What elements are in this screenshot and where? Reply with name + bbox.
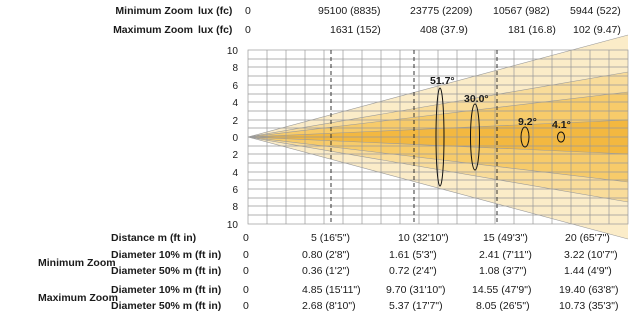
diam-min-50-v4: 1.44 (4'9") bbox=[564, 265, 612, 277]
angle-label-1: 30.0° bbox=[464, 93, 489, 105]
group-label-min: Minimum Zoom bbox=[38, 257, 116, 269]
angle-label-3: 4.1° bbox=[552, 119, 571, 131]
diam-max-10-v3: 14.55 (47'9") bbox=[472, 284, 532, 296]
lux-unit-max: lux (fc) bbox=[198, 24, 233, 36]
diam-max-10-label: Diameter 10% m (ft in) bbox=[111, 284, 222, 296]
distance-v1: 5 (16'5") bbox=[311, 232, 351, 244]
ellipse-9-2 bbox=[520, 126, 530, 148]
lux-max-v2: 408 (37.9) bbox=[420, 24, 468, 36]
diam-max-10-v4: 19.40 (63'8") bbox=[559, 284, 619, 296]
lux-min-v4: 5944 (522) bbox=[570, 5, 621, 17]
y-tick: 6 bbox=[232, 185, 238, 196]
diam-min-10-v1: 0.80 (2'8") bbox=[302, 249, 350, 261]
diam-max-50-v1: 2.68 (8'10") bbox=[302, 300, 356, 312]
angle-label-0: 51.7° bbox=[430, 75, 455, 87]
diam-min-50-label: Diameter 50% m (ft in) bbox=[111, 265, 222, 277]
y-axis: 10 8 6 4 2 0 2 4 6 8 10 bbox=[227, 46, 239, 231]
diam-max-10-v2: 9.70 (31'10") bbox=[386, 284, 446, 296]
y-tick: 10 bbox=[227, 46, 239, 57]
beam-edges bbox=[247, 34, 629, 240]
distance-v2: 10 (32'10") bbox=[398, 232, 449, 244]
ellipse-30-0 bbox=[470, 103, 480, 171]
diam-max-50-v4: 10.73 (35'3") bbox=[559, 300, 619, 312]
diam-max-10-v1: 4.85 (15'11") bbox=[302, 284, 361, 296]
diam-min-10-v0: 0 bbox=[243, 249, 249, 261]
y-tick: 8 bbox=[232, 202, 238, 213]
y-tick: 4 bbox=[232, 98, 238, 109]
diam-min-50-v0: 0 bbox=[243, 265, 249, 277]
y-tick: 0 bbox=[232, 133, 238, 144]
diam-min-50-v3: 1.08 (3'7") bbox=[479, 265, 527, 277]
lux-row-label-min: Minimum Zoom bbox=[115, 5, 193, 17]
beam-ellipses bbox=[435, 87, 565, 187]
diam-min-50-v2: 0.72 (2'4") bbox=[389, 265, 437, 277]
diam-max-50-label: Diameter 50% m (ft in) bbox=[111, 300, 222, 312]
y-tick: 10 bbox=[227, 220, 239, 231]
ellipse-4-1 bbox=[557, 131, 565, 143]
lux-max-v1: 1631 (152) bbox=[330, 24, 381, 36]
lux-min-v2: 23775 (2209) bbox=[410, 5, 473, 17]
distance-v3: 15 (49'3") bbox=[483, 232, 528, 244]
diam-max-10-v0: 0 bbox=[243, 284, 249, 296]
diam-min-10-v2: 1.61 (5'3") bbox=[389, 249, 437, 261]
y-tick: 8 bbox=[232, 63, 238, 74]
lux-min-v1: 95100 (8835) bbox=[318, 5, 381, 17]
y-tick: 6 bbox=[232, 81, 238, 92]
distance-v4: 20 (65'7") bbox=[565, 232, 610, 244]
lux-unit-min: lux (fc) bbox=[198, 5, 233, 17]
distance-label: Distance m (ft in) bbox=[111, 232, 197, 244]
y-tick: 2 bbox=[232, 150, 238, 161]
lux-min-v0: 0 bbox=[245, 5, 251, 17]
distance-guides bbox=[330, 50, 498, 224]
diam-max-50-v0: 0 bbox=[243, 300, 249, 312]
diam-min-50-v1: 0.36 (1'2") bbox=[302, 265, 350, 277]
lux-max-v0: 0 bbox=[245, 24, 251, 36]
diam-min-10-v4: 3.22 (10'7") bbox=[564, 249, 618, 261]
lux-min-v3: 10567 (982) bbox=[493, 5, 550, 17]
lux-row-label-max: Maximum Zoom bbox=[113, 24, 193, 36]
group-label-max: Maximum Zoom bbox=[38, 292, 118, 304]
angle-label-2: 9.2° bbox=[518, 116, 537, 128]
distance-v0: 0 bbox=[243, 232, 249, 244]
lux-max-v3: 181 (16.8) bbox=[508, 24, 556, 36]
ellipse-51-7 bbox=[435, 87, 445, 187]
diam-max-50-v2: 5.37 (17'7") bbox=[389, 300, 443, 312]
lux-max-v4: 102 (9.47) bbox=[573, 24, 621, 36]
y-tick: 4 bbox=[232, 168, 238, 179]
diam-min-10-v3: 2.41 (7'11") bbox=[479, 249, 532, 261]
diam-min-10-label: Diameter 10% m (ft in) bbox=[111, 249, 222, 261]
diam-max-50-v3: 8.05 (26'5") bbox=[476, 300, 530, 312]
y-tick: 2 bbox=[232, 116, 238, 127]
